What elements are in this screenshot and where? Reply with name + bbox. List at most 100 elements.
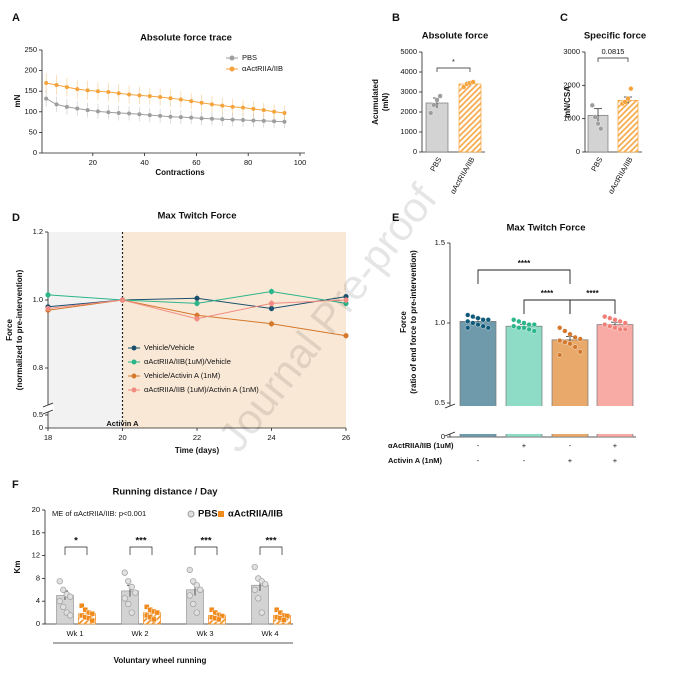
y-axis-label: Force [5, 319, 14, 341]
data-point [194, 316, 200, 322]
y-axis-label: Force [399, 311, 408, 333]
axis-break-mark [444, 431, 456, 437]
table-cell: + [568, 456, 573, 465]
data-point [343, 333, 349, 339]
data-point [465, 325, 471, 331]
data-point [251, 586, 258, 593]
chart-title: Max Twitch Force [157, 211, 236, 222]
data-point [85, 88, 90, 93]
y-tick-label: 1000 [400, 127, 417, 136]
table-cell: - [569, 441, 572, 450]
y-tick-label: 8 [36, 573, 40, 582]
data-point [45, 292, 51, 298]
axis-break-mark [42, 409, 54, 415]
data-point [557, 338, 563, 344]
data-point [106, 90, 111, 95]
legend-label: Vehicle/Activin A (1nM) [144, 371, 221, 380]
axis-break [43, 405, 54, 412]
x-tick-label: 26 [342, 433, 350, 442]
data-point [511, 317, 517, 323]
data-point [220, 117, 225, 122]
data-point [56, 578, 63, 585]
data-point [617, 318, 623, 325]
data-point [526, 322, 532, 328]
data-point [95, 109, 100, 114]
note: ME of αActRIIA/IIB: p<0.001 [52, 509, 146, 518]
data-point [617, 326, 623, 333]
x-tick-label: Wk 4 [261, 629, 278, 638]
data-point [577, 349, 583, 355]
data-point [428, 110, 434, 116]
data-point [572, 334, 578, 341]
y-tick-label: 12 [32, 551, 40, 560]
data-point [193, 609, 200, 616]
legend-marker [229, 55, 235, 61]
table-row-label: αActRIIA/IIB (1uM) [388, 441, 454, 450]
data-point [64, 85, 69, 90]
data-point [567, 341, 573, 347]
data-point [622, 99, 628, 105]
y-tick-label: 0 [33, 148, 37, 157]
data-point [121, 569, 128, 576]
y-tick-label: 100 [24, 107, 37, 116]
data-point [465, 318, 471, 325]
data-point [282, 111, 287, 116]
data-point [268, 305, 275, 312]
data-point [147, 113, 152, 118]
y-tick-label: 0 [441, 432, 445, 441]
data-point [220, 103, 225, 108]
legend-label: αActRIIA/IIB [242, 64, 283, 73]
x-tick-label: 22 [193, 433, 201, 442]
data-point [193, 582, 200, 589]
x-axis-label: Contractions [155, 168, 205, 177]
table-cell: - [477, 441, 480, 450]
table-cell: - [523, 456, 526, 465]
panel-letter: B [392, 12, 400, 24]
x-tick-label: 60 [192, 158, 200, 167]
y-tick-label: 0 [413, 147, 417, 156]
data-point [277, 609, 283, 616]
data-point [274, 607, 280, 613]
data-point [89, 617, 95, 624]
data-point [151, 616, 157, 623]
annotation: Activin A [106, 419, 139, 428]
data-point [209, 102, 214, 107]
data-point [255, 595, 262, 602]
panel-letter: A [12, 12, 20, 24]
data-point [125, 600, 132, 608]
data-point [434, 97, 440, 103]
data-point [54, 83, 59, 88]
data-point [137, 112, 142, 117]
x-axis-label: Time (days) [175, 446, 220, 455]
data-point [577, 336, 583, 342]
x-tick-label: 20 [118, 433, 126, 442]
significance-bracket [523, 299, 571, 314]
significance-label: * [74, 536, 78, 547]
data-point [67, 612, 74, 619]
legend-label: PBS [198, 509, 218, 520]
data-point [209, 607, 215, 613]
chart-title: Running distance / Day [112, 487, 218, 498]
data-point [516, 318, 522, 325]
legend-marker [131, 359, 137, 365]
series-line [45, 98, 285, 123]
x-tick-label: Wk 3 [196, 629, 213, 638]
table-cell: + [613, 441, 618, 450]
data-point [147, 94, 152, 99]
data-point [60, 586, 67, 593]
data-point [268, 300, 275, 306]
x-tick-label: 80 [244, 158, 252, 167]
y-axis-label: (normalized to pre-intervention) [15, 269, 24, 390]
data-point [251, 563, 258, 571]
y-axis-label: mN/CSA [563, 86, 572, 118]
data-point [284, 613, 290, 619]
data-point [511, 323, 517, 329]
chart-title: Absolute force trace [140, 33, 232, 44]
data-point [132, 589, 139, 596]
data-point [567, 331, 573, 337]
significance-bracket [64, 546, 88, 555]
significance-label: *** [265, 536, 276, 547]
data-point [521, 320, 527, 326]
data-point [625, 96, 631, 102]
legend-label: αActRIIA/IIB(1uM)/Vehicle [144, 357, 231, 366]
